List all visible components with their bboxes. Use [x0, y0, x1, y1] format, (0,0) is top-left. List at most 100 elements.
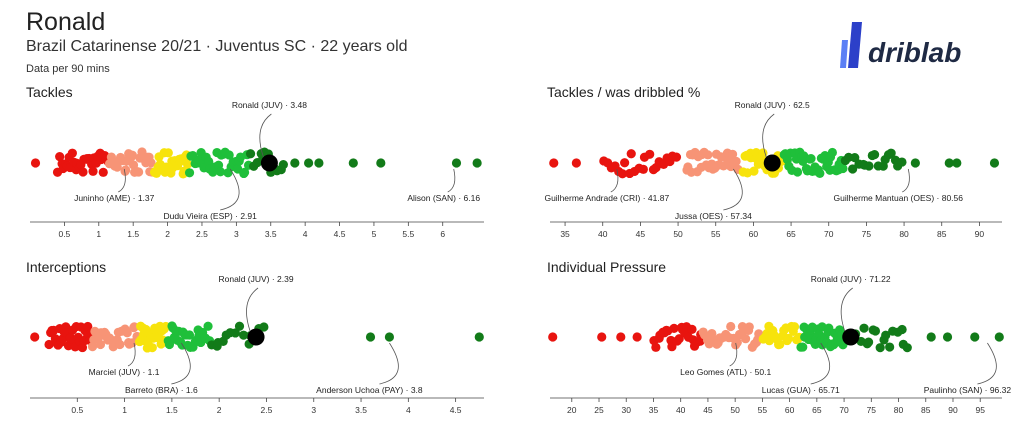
data-point: [944, 158, 954, 168]
x-tick-label: 50: [730, 405, 740, 415]
data-point: [687, 324, 697, 334]
x-tick-label: 3.5: [265, 229, 277, 239]
data-point: [850, 153, 860, 163]
data-point: [910, 158, 920, 168]
data-point: [122, 328, 132, 338]
panel-title: Interceptions: [26, 259, 106, 275]
data-point: [224, 150, 234, 160]
panel-title: Tackles / was dribbled %: [547, 84, 700, 100]
data-point: [881, 330, 891, 340]
annotation-connector: [723, 168, 743, 211]
data-point: [78, 167, 88, 177]
data-point: [571, 158, 581, 168]
data-point: [30, 158, 41, 168]
data-point: [864, 161, 874, 171]
x-tick-label: 35: [560, 229, 570, 239]
annotation-connector: [810, 342, 831, 385]
data-point: [645, 149, 655, 159]
x-tick-label: 30: [622, 405, 632, 415]
data-point: [55, 152, 65, 162]
annotation-label: Barreto (BRA) · 1.6: [125, 385, 198, 395]
data-point: [952, 158, 962, 168]
x-tick-label: 60: [785, 405, 795, 415]
data-point: [548, 332, 558, 342]
data-point: [549, 158, 559, 168]
logo-mark-large: [848, 22, 862, 68]
x-tick-label: 35: [649, 405, 659, 415]
data-point: [239, 167, 250, 177]
x-tick-label: 60: [749, 229, 759, 239]
data-point: [314, 158, 324, 168]
data-point: [740, 334, 751, 344]
annotation-label: Ronald (JUV) · 71.22: [811, 274, 891, 284]
x-tick-label: 65: [812, 405, 822, 415]
data-point: [775, 339, 785, 349]
logo-mark-small: [840, 40, 848, 68]
annotation-label: Anderson Uchoa (PAY) · 3.8: [316, 385, 423, 395]
panel-title: Tackles: [26, 84, 73, 100]
data-point: [827, 147, 837, 158]
data-point: [204, 156, 214, 167]
panel-1: Tackles / was dribbled % 35 40 45 50 55 60 65 70…: [544, 84, 1002, 239]
annotation-label: Guilherme Andrade (CRI) · 41.87: [544, 193, 669, 203]
annotation-label: Paulinho (SAN) · 96.32: [924, 385, 1012, 395]
data-point: [620, 158, 630, 168]
annotation-connector: [977, 342, 997, 385]
data-point: [215, 167, 226, 177]
data-point: [732, 337, 742, 347]
data-point: [902, 343, 912, 353]
data-point: [30, 332, 40, 342]
panel-title: Individual Pressure: [547, 259, 666, 275]
annotation-connector: [729, 342, 738, 367]
annotation-label: Ronald (JUV) · 2.39: [218, 274, 293, 284]
x-tick-label: 50: [673, 229, 683, 239]
data-point: [815, 168, 825, 178]
data-point: [67, 148, 77, 158]
data-point: [203, 321, 213, 331]
annotation-label: Dudu Vieira (ESP) · 2.91: [163, 211, 257, 221]
x-tick-label: 4.5: [334, 229, 346, 239]
x-tick-label: 45: [636, 229, 646, 239]
x-tick-label: 40: [598, 229, 608, 239]
x-tick-label: 2.5: [196, 229, 208, 239]
annotation-label: Jussa (OES) · 57.34: [675, 211, 752, 221]
annotation-connector: [610, 168, 619, 193]
x-tick-label: 75: [862, 229, 872, 239]
x-tick-label: 70: [839, 405, 849, 415]
x-tick-label: 80: [899, 229, 909, 239]
data-point: [651, 342, 661, 352]
annotation-label: Guilherme Mantuan (OES) · 80.56: [834, 193, 964, 203]
data-point: [376, 158, 386, 168]
data-point: [848, 164, 858, 174]
data-point: [870, 326, 881, 336]
annotation-connector: [171, 342, 191, 385]
highlight-point: [842, 328, 860, 346]
data-point: [859, 323, 869, 333]
data-point: [348, 158, 358, 168]
data-point: [671, 152, 682, 162]
annotation-connector: [379, 342, 399, 385]
x-tick-label: 65: [786, 229, 796, 239]
x-tick-label: 1: [122, 405, 127, 415]
highlight-point: [247, 328, 265, 346]
data-point: [703, 150, 713, 160]
x-tick-label: 4: [406, 405, 411, 415]
driblab-logo: driblab: [840, 22, 961, 68]
x-tick-label: 4.5: [450, 405, 462, 415]
x-tick-label: 0.5: [58, 229, 70, 239]
data-point: [886, 148, 896, 158]
data-point: [451, 158, 462, 168]
data-point: [184, 168, 195, 178]
data-point: [926, 332, 936, 342]
player-subtitle: Brazil Catarinense 20/21 · Juventus SC ·…: [26, 38, 408, 55]
data-point: [87, 342, 98, 352]
data-point: [238, 330, 249, 340]
annotation-label: Lucas (GUA) · 65.71: [762, 385, 840, 395]
x-tick-label: 25: [594, 405, 604, 415]
annotation-connector: [246, 287, 259, 332]
data-point: [163, 148, 173, 158]
data-point: [259, 322, 269, 332]
data-point: [885, 342, 895, 352]
x-tick-label: 85: [937, 229, 947, 239]
annotation-label: Ronald (JUV) · 62.5: [735, 100, 810, 110]
